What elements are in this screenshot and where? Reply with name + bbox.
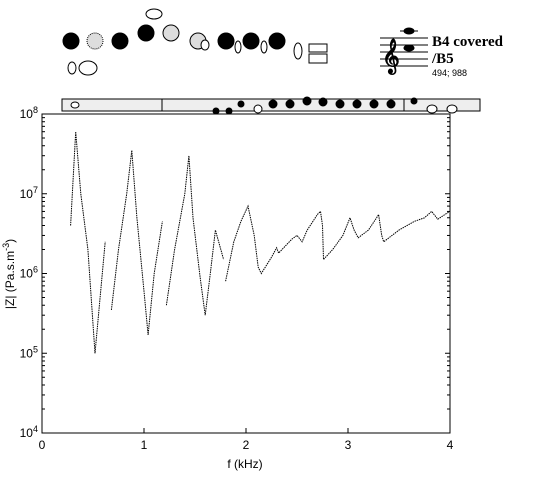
y-tick-exponent: 7 [33,185,38,195]
x-tick-label: 0 [39,438,46,452]
x-tick-label: 4 [447,438,454,452]
plot-frame [41,113,451,434]
y-tick-label: 105 [20,344,38,360]
y-tick-label: 107 [20,185,38,201]
y-tick-exponent: 8 [33,105,38,115]
y-axis-label-exponent: -3 [1,243,11,251]
svg-text:𝄞: 𝄞 [382,39,400,75]
y-tick-base: 10 [20,346,34,360]
subtitle: /B5 [431,51,454,67]
y-axis-label-text: |Z| (Pa.s.m [3,251,17,309]
x-tick-label: 1 [141,438,148,452]
x-tick-label: 3 [345,438,352,452]
flute-diagram [61,96,481,115]
x-tick-label: 2 [243,438,250,452]
staff-icon: 𝄞 [380,27,428,76]
fingering-diagram [62,8,328,76]
impedance-curve [70,131,451,354]
y-axis-label-end: ) [3,239,17,243]
x-axis-label: f (kHz) [227,457,262,471]
y-tick-label: 106 [20,265,38,281]
y-tick-label: 104 [20,424,38,440]
y-tick-base: 10 [20,267,34,281]
annotation: 494; 988 [432,68,467,78]
y-tick-base: 10 [20,187,34,201]
y-tick-label: 108 [20,105,38,121]
y-tick-exponent: 5 [33,344,38,354]
y-tick-exponent: 4 [33,424,38,434]
y-tick-base: 10 [20,107,34,121]
title: B4 covered [432,34,504,50]
y-tick-exponent: 6 [33,265,38,275]
y-axis-label: |Z| (Pa.s.m-3) [1,239,17,309]
y-tick-base: 10 [20,426,34,440]
